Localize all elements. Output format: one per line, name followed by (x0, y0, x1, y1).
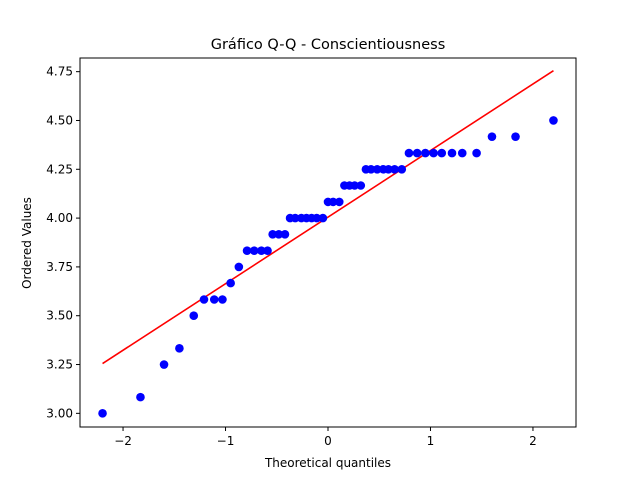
y-tick-label: 4.75 (46, 65, 73, 79)
chart-title: Gráfico Q-Q - Conscientiousness (211, 37, 446, 53)
x-tick-label: −1 (217, 434, 235, 448)
data-point (263, 246, 272, 255)
data-point (457, 148, 467, 158)
y-tick-label: 4.00 (46, 211, 73, 225)
data-point (356, 181, 366, 190)
data-point (175, 344, 184, 353)
y-tick-label: 3.25 (46, 358, 73, 372)
data-point (257, 246, 266, 255)
series-layer (98, 70, 558, 418)
data-point (447, 148, 457, 158)
data-point (199, 295, 209, 304)
y-tick-label: 4.25 (46, 162, 73, 176)
y-axis-label: Ordered Values (20, 197, 34, 289)
data-point (397, 164, 407, 174)
data-point (334, 197, 344, 207)
data-point (429, 148, 438, 158)
data-point (249, 246, 259, 255)
y-tick-label: 3.75 (46, 260, 73, 274)
y-tick-label: 4.50 (46, 113, 73, 127)
x-tick-label: 0 (324, 434, 332, 448)
y-tick-label: 3.00 (46, 406, 73, 420)
data-point (136, 392, 145, 402)
data-point (384, 164, 393, 174)
x-axis-ticks: −2 −1 0 1 2 (114, 427, 537, 448)
data-point (234, 262, 244, 272)
data-point (280, 230, 290, 239)
data-point (328, 197, 338, 207)
data-point (549, 116, 558, 125)
data-point (209, 295, 219, 304)
data-point (412, 148, 422, 158)
data-point (511, 132, 520, 141)
data-point (404, 148, 414, 158)
data-point (159, 360, 169, 369)
y-tick-label: 3.50 (46, 309, 73, 323)
data-point (472, 148, 481, 158)
data-point (98, 409, 107, 418)
data-point (242, 246, 252, 255)
data-point (290, 213, 300, 223)
data-point (366, 164, 376, 174)
data-point (312, 213, 322, 223)
reference-fit-line (102, 70, 554, 365)
data-point (372, 164, 382, 174)
data-point (218, 295, 227, 304)
data-point (390, 164, 399, 174)
x-axis-label: Theoretical quantiles (264, 456, 391, 470)
data-point (318, 213, 328, 223)
data-point (487, 132, 497, 141)
x-tick-label: −2 (114, 434, 132, 448)
x-tick-label: 2 (529, 434, 537, 448)
data-point (350, 181, 359, 190)
data-point (421, 148, 430, 158)
data-point (437, 148, 447, 158)
data-point (274, 230, 284, 239)
data-point (226, 278, 235, 288)
x-tick-label: 1 (427, 434, 435, 448)
data-point (268, 230, 277, 239)
data-point (189, 311, 199, 321)
y-axis-ticks: 3.00 3.25 3.50 3.75 4.00 4.25 4.50 4.75 (46, 65, 80, 420)
